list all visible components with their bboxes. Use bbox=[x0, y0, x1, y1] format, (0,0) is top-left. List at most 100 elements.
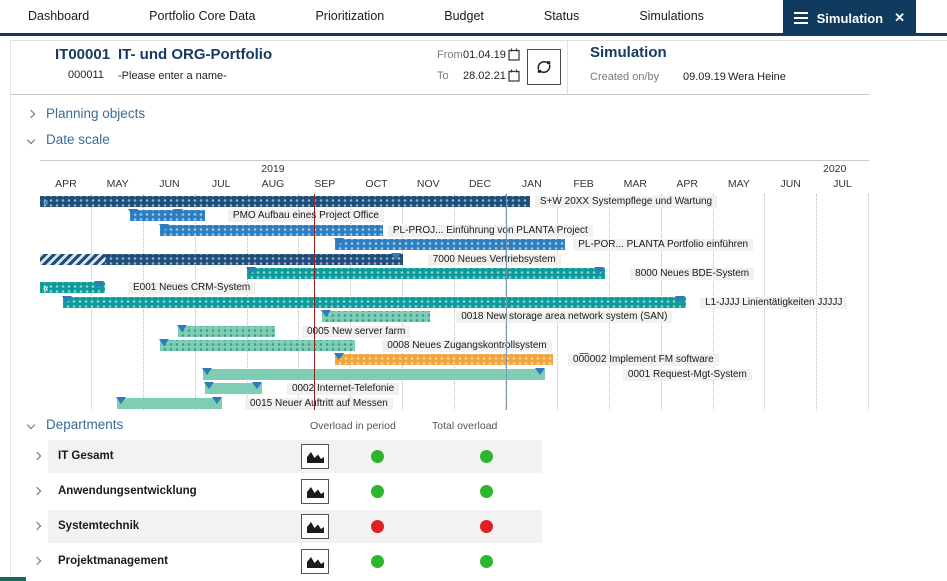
gantt-bar[interactable] bbox=[160, 340, 355, 351]
gantt-today-line bbox=[313, 194, 315, 410]
gantt-month-label: APR bbox=[55, 178, 77, 190]
gantt-bar[interactable] bbox=[130, 210, 206, 222]
gantt-row: 0018 New storage area network system (SA… bbox=[40, 309, 869, 324]
histogram-button[interactable] bbox=[301, 479, 329, 504]
histogram-button[interactable] bbox=[301, 549, 329, 574]
gantt-row: PMO Aufbau eines Project Office bbox=[40, 208, 869, 223]
portfolio-header bbox=[10, 40, 947, 94]
gantt-bar-label: 000002 Implement FM software bbox=[568, 354, 719, 367]
gantt-month-label: AUG bbox=[261, 178, 285, 190]
gantt-month-label: NOV bbox=[416, 178, 440, 190]
gantt-month-label: JAN bbox=[521, 178, 542, 190]
created-by: Wera Heine bbox=[728, 71, 786, 83]
gantt-bar-label: E001 Neues CRM-System bbox=[128, 282, 256, 295]
nav-tab-prioritization[interactable]: Prioritization bbox=[315, 9, 385, 23]
milestone-triangle-icon bbox=[116, 396, 127, 404]
gantt-bar-label: S+W 20XX Systempflege und Wartung bbox=[534, 196, 718, 208]
histogram-icon bbox=[306, 522, 324, 533]
milestone-triangle-icon bbox=[212, 396, 223, 404]
gantt-row: 0001 Request-Mgt-System bbox=[40, 367, 869, 381]
overflow-left-icon: « bbox=[43, 197, 48, 208]
gantt-bar[interactable] bbox=[203, 368, 546, 380]
histogram-icon bbox=[306, 557, 324, 568]
nav-tab-status[interactable]: Status bbox=[543, 9, 580, 23]
chevron-right-icon[interactable] bbox=[32, 451, 42, 461]
milestone-triangle-icon bbox=[535, 367, 546, 375]
header-divider bbox=[10, 94, 870, 95]
gantt-bar[interactable] bbox=[178, 325, 276, 337]
nav-tab-simulations[interactable]: Simulations bbox=[639, 9, 704, 23]
gantt-bar[interactable] bbox=[335, 239, 565, 251]
to-date-field[interactable]: 28.02.21 bbox=[463, 70, 506, 82]
gantt-bar-label: 0015 Neuer Auftritt auf Messen bbox=[245, 397, 393, 410]
gantt-bar[interactable] bbox=[160, 224, 384, 236]
gantt-bar[interactable] bbox=[117, 397, 223, 409]
portfolio-name-placeholder[interactable]: -Please enter a name- bbox=[118, 70, 227, 82]
gantt-body: « S+W 20XX Systempflege und Wartung PMO Au… bbox=[40, 194, 869, 410]
gantt-row: 0008 Neues Zugangskontrollsystem bbox=[40, 338, 869, 352]
gantt-bar[interactable] bbox=[335, 354, 554, 366]
gantt-row: 0002 Internet-Telefonie bbox=[40, 381, 869, 396]
histogram-icon bbox=[306, 452, 324, 463]
close-icon[interactable]: ✕ bbox=[894, 10, 905, 25]
active-tab-label: Simulation bbox=[816, 10, 884, 26]
top-nav: Dashboard Portfolio Core Data Prioritizati… bbox=[0, 0, 947, 36]
dept-row-band bbox=[48, 440, 542, 473]
milestone-triangle-icon bbox=[391, 252, 402, 260]
portfolio-number: 000011 bbox=[68, 69, 104, 81]
milestone-triangle-icon bbox=[251, 382, 262, 390]
histogram-button[interactable] bbox=[301, 444, 329, 469]
chevron-right-icon[interactable] bbox=[32, 556, 42, 566]
dept-row-band bbox=[48, 545, 542, 578]
gantt-bar-label: PL-PROJ... Einführung von PLANTA Project bbox=[387, 224, 593, 237]
milestone-triangle-icon bbox=[159, 339, 170, 346]
gantt-bar[interactable] bbox=[322, 311, 430, 323]
chevron-right-icon[interactable] bbox=[32, 521, 42, 531]
nav-tab-portfolio-core-data[interactable]: Portfolio Core Data bbox=[149, 9, 256, 23]
gantt-bar-label: PL-POR... PLANTA Portfolio einführen bbox=[573, 239, 754, 252]
gantt-month-label: FEB bbox=[573, 178, 594, 190]
gantt-year-boundary-line bbox=[505, 194, 507, 410]
gantt-bar-label: 8000 Neues BDE-System bbox=[630, 268, 755, 280]
refresh-button[interactable] bbox=[527, 49, 561, 85]
gantt-month-label: SEP bbox=[314, 178, 336, 190]
chevron-right-icon[interactable] bbox=[32, 486, 42, 496]
gantt-bar[interactable] bbox=[205, 383, 263, 395]
gantt-bar-label: L1-JJJJ Linientätigkeiten JJJJJ bbox=[700, 296, 848, 309]
bottom-edge-fragment bbox=[0, 577, 26, 581]
section-planning-objects[interactable]: Planning objects bbox=[26, 106, 145, 121]
calendar-icon[interactable] bbox=[508, 69, 520, 87]
status-dot-overload-period bbox=[371, 520, 384, 533]
from-date-field[interactable]: 01.04.19 bbox=[463, 49, 506, 61]
gantt-bar[interactable] bbox=[247, 268, 605, 279]
nav-tab-dashboard[interactable]: Dashboard bbox=[28, 9, 90, 23]
chevron-down-icon bbox=[26, 420, 36, 429]
dept-row-it-gesamt[interactable]: IT Gesamt bbox=[28, 440, 542, 473]
gantt-bar[interactable]: « bbox=[40, 196, 531, 208]
gantt-month-row: APR MAY JUN JUL AUG SEP OCT NOV DEC JAN FEB MAR APR M… bbox=[40, 176, 869, 194]
hamburger-icon[interactable] bbox=[793, 12, 808, 24]
milestone-triangle-icon bbox=[173, 209, 184, 217]
gantt-row: 0005 New server farm bbox=[40, 324, 869, 338]
nav-tab-budget[interactable]: Budget bbox=[444, 9, 484, 23]
header-vertical-divider bbox=[567, 40, 568, 94]
milestone-triangle-icon bbox=[246, 267, 257, 274]
gantt-bar-label: 0001 Request-Mgt-System bbox=[622, 368, 752, 381]
section-departments[interactable]: Departments bbox=[26, 417, 123, 432]
gantt-row: 0015 Neuer Auftritt auf Messen bbox=[40, 396, 869, 410]
gantt-bar[interactable]: « bbox=[40, 282, 106, 294]
dept-row-projektmanagement[interactable]: Projektmanagement bbox=[28, 545, 542, 578]
gantt-bar[interactable] bbox=[40, 253, 403, 265]
histogram-button[interactable] bbox=[301, 514, 329, 539]
from-label: From bbox=[437, 49, 463, 61]
gantt-month-label: JUL bbox=[833, 178, 852, 190]
gantt-bar[interactable] bbox=[62, 296, 687, 308]
section-date-scale[interactable]: Date scale bbox=[26, 132, 110, 147]
dept-row-anwendungsentwicklung[interactable]: Anwendungsentwicklung bbox=[28, 475, 542, 508]
calendar-icon[interactable] bbox=[508, 48, 520, 66]
gantt-month-label: MAY bbox=[727, 178, 750, 190]
dept-row-systemtechnik[interactable]: Systemtechnik bbox=[28, 510, 542, 543]
dept-col-total-overload: Total overload bbox=[432, 420, 498, 432]
dept-col-overload-period: Overload in period bbox=[310, 420, 396, 432]
active-tab-simulation[interactable]: Simulation ✕ bbox=[782, 0, 916, 36]
